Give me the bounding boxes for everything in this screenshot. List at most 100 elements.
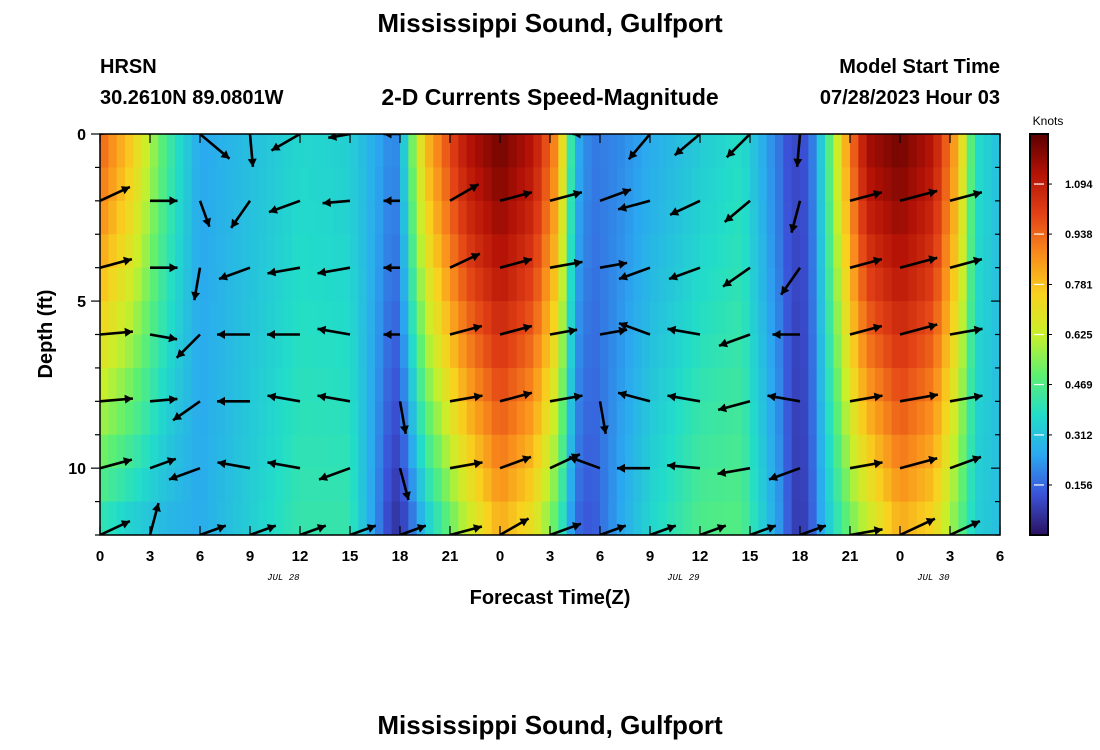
heatmap-cell (375, 501, 384, 535)
heatmap-cell (366, 167, 376, 202)
heatmap-cell (183, 434, 193, 469)
heatmap-cell (433, 434, 443, 469)
heatmap-cell (966, 167, 976, 202)
heatmap-cell (991, 234, 1000, 269)
heatmap-cell (916, 167, 926, 202)
heatmap-cell (183, 334, 193, 369)
heatmap-cell (191, 334, 201, 369)
heatmap-cell (808, 267, 818, 302)
heatmap-cell (191, 200, 201, 235)
heatmap-cell (266, 267, 276, 302)
heatmap-cell (258, 167, 268, 202)
heatmap-cell (291, 167, 301, 202)
heatmap-cell (350, 301, 359, 336)
heatmap-cell (858, 501, 868, 535)
heatmap-cell (516, 267, 526, 302)
heatmap-cell (441, 267, 451, 302)
heatmap-cell (250, 134, 259, 169)
heatmap-cell (333, 301, 343, 336)
heatmap-cell (691, 367, 701, 402)
heatmap-cell (991, 267, 1000, 302)
heatmap-cell (250, 334, 259, 369)
heatmap-cell (625, 167, 634, 202)
heatmap-cell (266, 167, 276, 202)
heatmap-cell (583, 367, 593, 402)
heatmap-cell (450, 267, 459, 302)
heatmap-cell (625, 367, 634, 402)
current-vector-arrow (217, 396, 250, 406)
heatmap-cell (875, 134, 884, 169)
heatmap-cell (950, 501, 959, 535)
current-vector-arrow (599, 188, 632, 203)
current-vector-arrow (780, 266, 802, 296)
heatmap-cell (233, 434, 243, 469)
heatmap-cell (750, 301, 759, 336)
heatmap-cell (816, 501, 826, 535)
heatmap-cell (416, 200, 426, 235)
heatmap-cell (916, 267, 926, 302)
current-vector-arrow (317, 392, 351, 403)
heatmap-cell (866, 468, 876, 503)
heatmap-cell (525, 234, 534, 269)
heatmap-cell (566, 301, 576, 336)
heatmap-cell (383, 267, 393, 302)
heatmap-cell (958, 134, 968, 169)
current-vector-arrow (999, 468, 1000, 470)
heatmap-cell (258, 200, 268, 235)
heatmap-cell (283, 234, 293, 269)
heatmap-cell (583, 167, 593, 202)
heatmap-cell (500, 367, 509, 402)
heatmap-cell (650, 234, 659, 269)
heatmap-cell (258, 434, 268, 469)
current-vector-arrow (100, 519, 131, 535)
heatmap-cell (108, 200, 118, 235)
heatmap-cell (875, 501, 884, 535)
heatmap-cell (550, 200, 559, 235)
heatmap-cell (866, 267, 876, 302)
heatmap-cell (850, 200, 859, 235)
heatmap-cell (941, 367, 951, 402)
heatmap-cell (600, 301, 609, 336)
heatmap-cell (691, 301, 701, 336)
heatmap-cell (758, 501, 768, 535)
heatmap-cell (350, 167, 359, 202)
heatmap-cell (825, 267, 834, 302)
heatmap-cell (366, 501, 376, 535)
heatmap-cell (591, 200, 601, 235)
heatmap-cell (783, 167, 793, 202)
heatmap-cell (325, 401, 334, 436)
x-tick-label: 21 (442, 548, 459, 565)
heatmap-cell (375, 301, 384, 336)
colorbar-tick-label: 0.781 (1065, 279, 1093, 291)
heatmap-cell (800, 367, 809, 402)
heatmap-cell (100, 234, 109, 269)
heatmap-cell (700, 501, 709, 535)
heatmap-cell (975, 267, 984, 302)
heatmap-cell (983, 167, 993, 202)
heatmap-cell (600, 334, 609, 369)
current-vector-arrow (267, 266, 301, 277)
heatmap-cell (708, 501, 718, 535)
heatmap-cell (241, 267, 251, 302)
heatmap-cell (166, 468, 176, 503)
heatmap-cell (375, 468, 384, 503)
heatmap-cell (600, 134, 609, 169)
heatmap-cell (308, 301, 318, 336)
heatmap-cell (575, 367, 584, 402)
heatmap-cell (650, 167, 659, 202)
heatmap-cell (300, 301, 309, 336)
current-vector-arrow (449, 524, 483, 535)
heatmap-cell (416, 134, 426, 169)
heatmap-cell (133, 200, 143, 235)
heatmap-cell (158, 301, 168, 336)
heatmap-cell (683, 200, 693, 235)
heatmap-cell (725, 167, 734, 202)
heatmap-cell (900, 267, 909, 302)
heatmap-cell (391, 401, 401, 436)
heatmap-cell (300, 167, 309, 202)
heatmap-cell (841, 501, 851, 535)
heatmap-cell (750, 267, 759, 302)
current-vector-arrow (999, 199, 1000, 201)
heatmap-cell (150, 234, 159, 269)
heatmap-cell (658, 401, 668, 436)
